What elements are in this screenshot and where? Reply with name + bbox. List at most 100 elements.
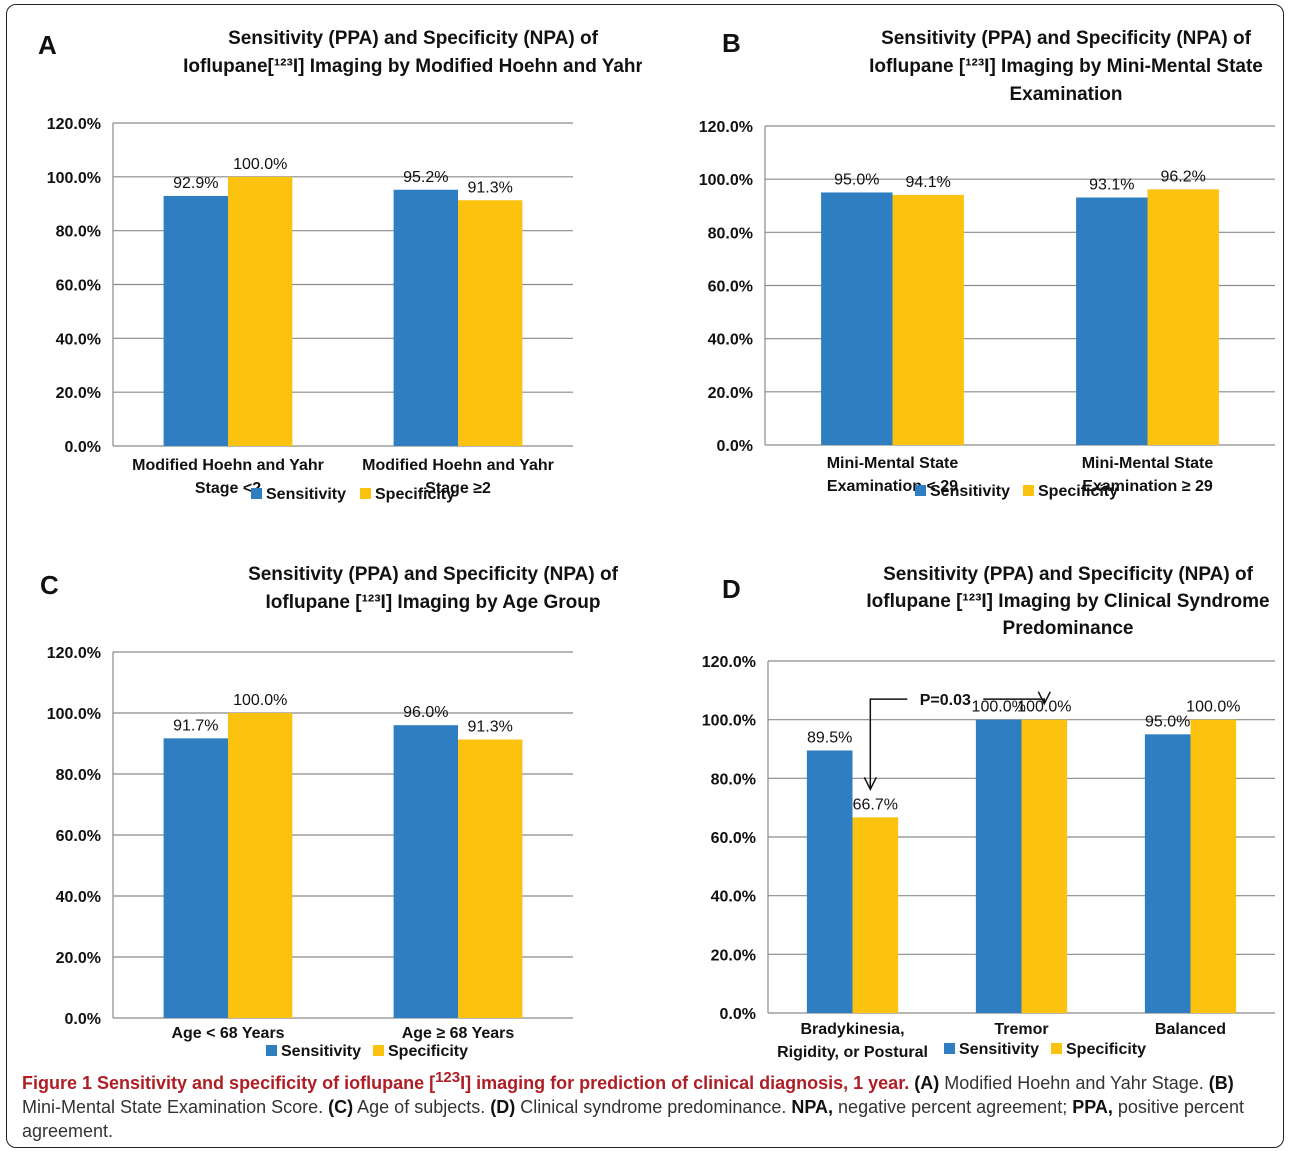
panel-c-bar-sensitivity — [163, 738, 228, 1018]
chart-panel-a: A Sensitivity (PPA) and Specificity (NPA)… — [38, 28, 642, 503]
panel-c-y-tick-label: 20.0% — [56, 950, 101, 967]
panel-d-bar-sensitivity — [975, 719, 1022, 1013]
panel-a-bar-specificity — [458, 200, 523, 446]
panel-a-title-line-1: Sensitivity (PPA) and Specificity (NPA) … — [228, 28, 599, 49]
panel-d-title-line-2: Ioflupane [¹²³I] Imaging by Clinical Syn… — [866, 591, 1269, 612]
caption-text-ppa: positive percent agreement. — [22, 1097, 1244, 1141]
panel-a-legend-label-sensitivity: Sensitivity — [266, 486, 346, 503]
chart-panel-b: B Sensitivity (PPA) and Specificity (NPA)… — [699, 28, 1275, 500]
panel-b-legend-label-sensitivity: Sensitivity — [930, 483, 1010, 500]
panel-a-y-tick-label: 80.0% — [56, 224, 101, 241]
caption-text-a: Modified Hoehn and Yahr Stage. — [939, 1073, 1209, 1093]
panel-d-data-label: 100.0% — [1017, 699, 1071, 716]
panel-a-legend-swatch-sensitivity — [251, 488, 262, 499]
panel-d-y-tick-label: 20.0% — [711, 947, 756, 964]
panel-b-legend-swatch-sensitivity — [915, 485, 926, 496]
panel-d-data-label: 95.0% — [1145, 713, 1190, 730]
panel-d-bar-sensitivity — [1144, 734, 1191, 1013]
panel-a-y-tick-label: 120.0% — [47, 116, 101, 133]
panel-d-category-label: Bradykinesia, — [800, 1021, 904, 1038]
panel-b-y-tick-label: 100.0% — [699, 172, 753, 189]
panel-d-y-tick-label: 60.0% — [711, 830, 756, 847]
panel-c-title-line-1: Sensitivity (PPA) and Specificity (NPA) … — [248, 564, 619, 585]
panel-b-y-tick-label: 40.0% — [708, 332, 753, 349]
caption-text-npa: negative percent agreement; — [833, 1097, 1073, 1117]
panel-b-y-tick-label: 120.0% — [699, 119, 753, 136]
caption-text-d: Clinical syndrome predominance. — [515, 1097, 792, 1117]
panel-a-y-tick-label: 0.0% — [65, 439, 101, 456]
panel-a-y-tick-label: 40.0% — [56, 331, 101, 348]
caption-key-ppa: PPA, — [1072, 1097, 1113, 1117]
panel-b-title-line-1: Sensitivity (PPA) and Specificity (NPA) … — [881, 28, 1252, 49]
caption-key-c: (C) — [328, 1097, 354, 1117]
panel-c-letter: C — [40, 570, 59, 600]
panel-d-category-label: Tremor — [994, 1021, 1048, 1038]
panel-d-y-tick-label: 80.0% — [711, 771, 756, 788]
panel-c-legend-label-specificity: Specificity — [388, 1043, 468, 1060]
panel-d-bar-specificity — [852, 817, 899, 1013]
chart-panel-c: C Sensitivity (PPA) and Specificity (NPA)… — [40, 564, 619, 1060]
panel-b-legend-swatch-specificity — [1023, 485, 1034, 496]
panel-a-data-label: 91.3% — [468, 179, 513, 196]
panel-b-y-tick-label: 80.0% — [708, 225, 753, 242]
caption-key-b: (B) — [1208, 1073, 1234, 1093]
panel-d-legend-label-sensitivity: Sensitivity — [959, 1041, 1039, 1058]
panel-b-category-label: Examination ≥ 29 — [1082, 478, 1213, 495]
panel-c-title-line-2: Ioflupane [¹²³I] Imaging by Age Group — [266, 592, 601, 613]
panel-c-legend-swatch-sensitivity — [266, 1045, 277, 1056]
panel-d-y-tick-label: 100.0% — [702, 713, 756, 730]
caption-key-a: (A) — [914, 1073, 940, 1093]
panel-a-category-label: Stage <2 — [195, 480, 261, 497]
panel-b-data-label: 96.2% — [1161, 168, 1206, 185]
panel-d-category-label: Balanced — [1155, 1021, 1226, 1038]
panel-d-y-tick-label: 40.0% — [711, 889, 756, 906]
panel-b-data-label: 95.0% — [834, 171, 879, 188]
panel-d-y-tick-label: 0.0% — [720, 1006, 756, 1023]
panel-c-bar-sensitivity — [393, 725, 458, 1018]
panel-d-significance-annotation: P=0.03 — [863, 691, 1051, 792]
panel-c-y-tick-label: 100.0% — [47, 706, 101, 723]
panel-b-category-label: Mini-Mental State — [827, 455, 959, 472]
panel-b-bar-sensitivity — [1076, 197, 1148, 445]
panel-a-legend-swatch-specificity — [360, 488, 371, 499]
panel-a-bar-sensitivity — [393, 189, 458, 446]
panel-d-title-line-3: Predominance — [1003, 618, 1134, 639]
panel-d-annotation-left-line — [869, 698, 908, 790]
panel-c-y-tick-label: 0.0% — [65, 1011, 101, 1028]
panel-d-annotation-left-arrowhead — [863, 777, 877, 792]
panel-d-bar-specificity — [1190, 719, 1237, 1013]
panel-c-data-label: 91.3% — [468, 719, 513, 736]
panel-a-bar-sensitivity — [163, 195, 228, 446]
panel-c-data-label: 100.0% — [233, 692, 287, 709]
panel-b-category-label: Mini-Mental State — [1082, 455, 1214, 472]
panel-d-title-line-1: Sensitivity (PPA) and Specificity (NPA) … — [883, 564, 1254, 585]
panel-d-data-label: 100.0% — [972, 699, 1026, 716]
panel-d-legend-label-specificity: Specificity — [1066, 1041, 1146, 1058]
panel-c-y-tick-label: 60.0% — [56, 828, 101, 845]
panel-a-y-tick-label: 60.0% — [56, 278, 101, 295]
panel-c-category-label: Age < 68 Years — [171, 1025, 284, 1042]
panel-b-letter: B — [722, 28, 741, 58]
panel-b-legend-label-specificity: Specificity — [1038, 483, 1118, 500]
panel-a-data-label: 92.9% — [173, 175, 218, 192]
panel-d-y-tick-label: 120.0% — [702, 654, 756, 671]
panel-b-data-label: 93.1% — [1089, 177, 1134, 194]
panel-d-bar-specificity — [1021, 719, 1068, 1013]
panel-b-title-line-2: Ioflupane [¹²³I] Imaging by Mini-Mental … — [869, 56, 1263, 77]
panel-c-data-label: 91.7% — [173, 717, 218, 734]
caption-key-npa: NPA, — [791, 1097, 834, 1117]
panel-d-legend-swatch-sensitivity — [944, 1043, 955, 1054]
panel-a-bar-specificity — [228, 176, 293, 447]
panel-c-category-label: Age ≥ 68 Years — [402, 1025, 515, 1042]
chart-panel-d: D Sensitivity (PPA) and Specificity (NPA)… — [702, 564, 1275, 1061]
panel-a-category-label: Modified Hoehn and Yahr — [132, 457, 324, 474]
panel-b-y-tick-label: 20.0% — [708, 385, 753, 402]
panel-c-y-tick-label: 80.0% — [56, 767, 101, 784]
panel-b-data-label: 94.1% — [906, 174, 951, 191]
panel-d-letter: D — [722, 574, 741, 604]
panel-c-y-tick-label: 120.0% — [47, 645, 101, 662]
panel-a-y-tick-label: 100.0% — [47, 170, 101, 187]
panel-a-legend-label-specificity: Specificity — [375, 486, 455, 503]
panel-d-annotation-right-arrowhead — [1037, 691, 1051, 706]
panel-c-data-label: 96.0% — [403, 704, 448, 721]
